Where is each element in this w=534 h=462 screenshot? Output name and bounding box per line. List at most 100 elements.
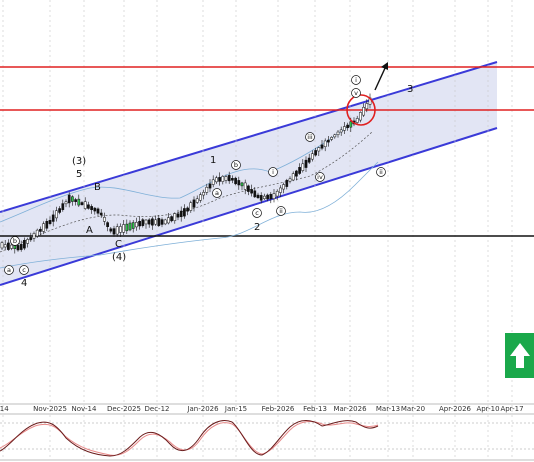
candle-45: [144, 218, 148, 229]
candle-82: [263, 193, 266, 201]
candle-65: [208, 179, 212, 193]
wave-label-B: B: [94, 182, 101, 193]
candle-83: [266, 193, 269, 202]
candle-70: [224, 174, 228, 184]
candle-34: [109, 227, 113, 234]
svg-text:iii: iii: [307, 133, 313, 141]
svg-text:b: b: [13, 237, 17, 245]
candle-47: [151, 216, 154, 230]
svg-text:i: i: [272, 168, 274, 176]
candle-90: [288, 176, 292, 184]
wave-label-3: 3: [407, 84, 413, 95]
candle-11: [35, 228, 39, 238]
candle-66: [211, 175, 215, 188]
candle-84: [269, 192, 273, 204]
candle-26: [83, 197, 87, 211]
candle-81: [259, 192, 263, 204]
candle-60: [192, 196, 196, 212]
circled-label-4: b: [231, 160, 241, 170]
candle-50: [160, 217, 164, 228]
svg-text:a: a: [215, 189, 219, 197]
candle-86: [275, 189, 279, 201]
candle-36: [115, 223, 119, 237]
candle-41: [131, 220, 135, 233]
candle-33: [106, 221, 109, 232]
candle-14: [45, 218, 49, 232]
candle-97: [311, 150, 314, 162]
x-tick-label-3: Dec-2025: [107, 405, 141, 413]
x-tick-label-13: Apr-10: [476, 405, 499, 413]
wave-label-2: 2: [254, 222, 260, 233]
candle-19: [61, 199, 65, 212]
svg-text:a: a: [7, 266, 11, 274]
candle-39: [125, 219, 129, 235]
candle-67: [215, 175, 218, 184]
candle-114: [365, 99, 369, 113]
wave-label-C: C: [115, 239, 122, 250]
oscillator-signal-line: [0, 421, 379, 456]
candle-43: [138, 216, 141, 230]
circled-label-1: b: [10, 236, 20, 246]
x-tick-label-8: Feb-13: [303, 405, 327, 413]
candle-99: [317, 146, 321, 156]
candle-49: [157, 215, 161, 228]
candle-13: [42, 221, 45, 235]
candle-72: [231, 175, 234, 184]
wave-label-A: A: [86, 225, 93, 236]
candle-8: [26, 237, 29, 248]
circled-label-10: i: [351, 75, 361, 85]
candle-104: [333, 133, 337, 139]
candle-18: [58, 206, 61, 215]
candle-28: [90, 204, 93, 214]
candle-106: [339, 126, 343, 136]
candle-42: [135, 217, 138, 231]
circled-label-11: v: [351, 88, 361, 98]
candle-52: [167, 213, 170, 225]
x-tick-label-11: Mar-20: [401, 405, 425, 413]
candle-48: [154, 215, 157, 226]
svg-text:c: c: [255, 209, 259, 217]
candle-23: [74, 197, 77, 206]
candle-54: [173, 212, 177, 224]
candle-89: [285, 178, 289, 190]
candle-57: [183, 204, 186, 219]
band-lower-curve: [0, 161, 379, 269]
candle-113: [362, 103, 365, 117]
svg-text:c: c: [22, 266, 26, 274]
candle-2: [7, 239, 10, 251]
candle-7: [23, 237, 26, 251]
x-tick-label-10: Mar-13: [376, 405, 400, 413]
band-upper-curve: [0, 117, 361, 223]
candle-32: [103, 212, 106, 226]
candle-35: [112, 225, 116, 237]
candle-95: [304, 156, 308, 173]
candle-27: [87, 201, 90, 210]
candle-96: [307, 153, 311, 164]
wave-label-4-paren: (4): [112, 252, 126, 263]
candle-46: [147, 218, 151, 228]
candle-68: [218, 172, 221, 186]
candle-100: [320, 140, 324, 151]
candle-61: [195, 195, 199, 204]
candle-53: [170, 215, 173, 223]
candle-79: [253, 186, 257, 198]
up-arrow-icon: [510, 343, 530, 368]
candle-21: [67, 192, 71, 208]
candle-37: [119, 223, 122, 238]
x-tick-label-6: Jan-15: [224, 405, 247, 413]
candle-12: [39, 226, 42, 236]
candle-98: [314, 147, 317, 157]
svg-text:b: b: [234, 161, 238, 169]
candle-71: [227, 171, 231, 184]
circled-label-12: ii: [376, 167, 386, 177]
candle-107: [343, 122, 346, 135]
candle-103: [330, 136, 333, 142]
circled-label-3: a: [212, 188, 222, 198]
candle-10: [32, 231, 36, 242]
candle-105: [336, 130, 340, 138]
candlestick-series: [0, 93, 372, 254]
candle-88: [282, 182, 285, 194]
candle-80: [256, 192, 260, 199]
candle-101: [323, 138, 327, 152]
circled-label-2: c: [19, 265, 29, 275]
